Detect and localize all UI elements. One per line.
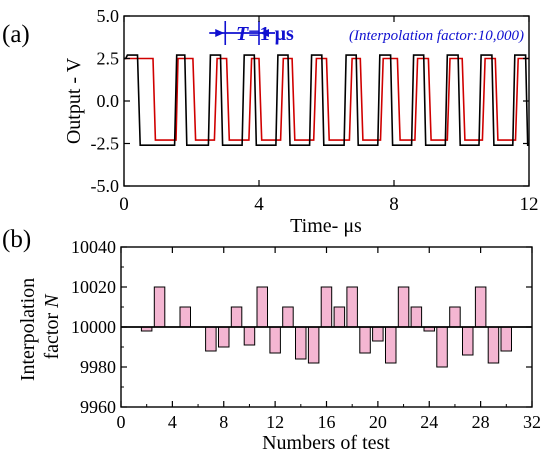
panel-b-ylabel-line1: Interpolation [17,278,39,381]
bar [333,306,346,328]
x-tick-label-b: 0 [117,412,126,432]
bar [179,306,191,328]
x-tick-label-b: 24 [420,412,438,432]
bar [282,306,294,328]
bar [230,306,243,328]
bar [359,326,371,354]
panel-b: (b) 0 4 8 12 16 20 24 28 32 9960 9980 10000 10020 100… [2,226,541,454]
panel-a-ticks: 0 4 8 12 -5.0 -2.5 0.0 2.5 5.0 [91,6,539,215]
x-tick-label-b: 16 [318,412,336,432]
y-tick-label-b: 9980 [80,357,116,377]
bar [218,326,230,348]
bar [307,326,320,364]
period-arrow-right [260,29,269,37]
period-label-var: T [236,23,249,45]
y-tick-label-a: -2.5 [91,134,120,154]
period-label: T=1 μs [236,23,294,45]
x-tick-label-b: 32 [523,412,541,432]
x-tick-label-a: 4 [254,194,264,215]
bar [269,326,281,354]
interpolation-factor-note: (Interpolation factor:10,000) [349,28,524,44]
y-tick-label-b: 10040 [71,237,116,257]
x-tick-label-a: 12 [520,194,539,215]
bar [487,326,500,364]
panel-a-ylabel: Output - V [63,57,85,144]
x-tick-label-a: 8 [389,194,399,215]
panel-b-ylabel-word: factor [41,313,63,360]
panel-b-ylabel-line2: factor N [41,293,63,360]
panel-a-label: (a) [2,21,30,48]
y-tick-label-a: -5.0 [91,176,120,196]
x-tick-label-b: 28 [472,412,490,432]
bar [256,286,268,328]
bar [372,326,384,342]
bar [243,326,256,346]
bar [436,326,448,368]
y-tick-label-b: 9960 [80,397,116,417]
y-tick-label-b: 10020 [71,277,116,297]
bar [462,326,474,356]
panel-a: (a) 0 4 8 12 -5.0 -2.5 0.0 2.5 5.0 Time- μs Outp… [2,6,539,237]
bar [474,286,487,328]
bar [205,326,217,352]
period-annotation: T=1 μs [209,23,294,45]
panel-a-xlabel: Time- μs [290,215,362,237]
period-arrow-left [215,29,225,37]
panel-b-ylabel: Interpolation factor N [17,273,63,381]
y-tick-label-a: 5.0 [97,6,120,26]
bar [500,326,512,352]
panel-b-label: (b) [2,226,31,253]
y-tick-label-b: 10000 [71,317,116,337]
bar [320,286,333,328]
panel-b-ylabel-var: N [41,293,63,309]
output-series-2 [124,54,529,146]
period-label-text: =1 μs [248,23,294,45]
y-tick-label-a: 0.0 [97,91,120,111]
bar [410,306,423,328]
x-tick-label-b: 4 [168,412,177,432]
panel-b-ticks: 0 4 8 12 16 20 24 28 32 9960 9980 10000 10020 10040 [71,237,541,432]
y-tick-label-a: 2.5 [97,49,120,69]
output-series-1 [124,57,529,141]
bar [346,286,358,328]
x-tick-label-b: 8 [219,412,228,432]
bar [397,286,410,328]
bar [295,326,307,360]
bar [449,306,461,328]
panel-b-xlabel: Numbers of test [262,432,390,454]
x-tick-label-b: 12 [266,412,284,432]
bar [153,286,166,328]
bar [385,326,397,364]
x-tick-label-a: 0 [119,194,129,215]
x-tick-label-b: 20 [369,412,387,432]
